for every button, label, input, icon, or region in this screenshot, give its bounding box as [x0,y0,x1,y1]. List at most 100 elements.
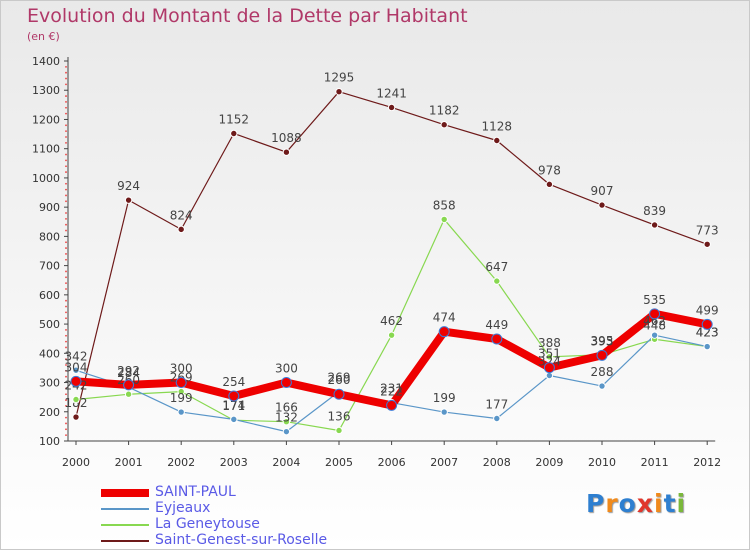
data-label: 288 [591,365,614,379]
data-point [440,408,448,416]
data-label: 222 [380,384,403,398]
data-point [333,388,345,400]
data-label: 1182 [429,104,460,118]
data-label: 300 [170,362,193,376]
x-tick-label: 2012 [693,456,721,469]
y-minor-tick [65,124,67,127]
y-tick-label: 1200 [32,113,60,126]
y-minor-tick [65,141,67,144]
data-point [177,387,185,396]
data-label: 824 [170,208,193,222]
y-minor-tick [65,223,67,226]
x-tick-label: 2000 [62,456,90,469]
legend-swatch [101,508,149,510]
data-point [228,390,240,402]
data-label: 393 [591,334,614,348]
y-minor-tick [65,182,67,185]
y-minor-tick [65,340,67,343]
data-point [438,326,450,338]
x-tick-label: 2007 [430,456,458,469]
data-label: 395 [591,334,614,348]
x-tick-label: 2005 [325,456,353,469]
brand-logo: Proxiti [586,489,687,518]
data-point [703,240,711,248]
y-tick-label: 700 [39,260,60,273]
x-tick-label: 2011 [641,456,669,469]
legend-swatch [101,524,149,526]
y-tick-label: 1000 [32,172,60,185]
y-tick-label: 100 [39,435,60,448]
data-point [123,379,135,391]
data-point [230,415,238,424]
y-minor-tick [65,311,67,314]
y-minor-tick [65,405,67,407]
y-tick-label: 1100 [32,143,60,156]
y-minor-tick [65,346,67,349]
data-point [72,413,80,421]
data-label: 462 [380,314,403,328]
data-label: 924 [117,179,140,193]
data-label: 647 [485,260,508,274]
legend-label: Saint-Genest-sur-Roselle [155,532,328,548]
data-label: 292 [117,364,140,378]
y-minor-tick [65,77,67,80]
y-minor-tick [65,258,67,261]
data-point [124,196,133,204]
y-minor-tick [65,188,67,191]
data-point [72,366,80,374]
y-minor-tick [65,369,67,372]
data-label: 304 [65,360,88,374]
data-label: 388 [538,336,561,350]
x-tick-label: 2004 [272,456,300,469]
y-minor-tick [65,112,67,115]
y-minor-tick [65,428,67,431]
x-tick-label: 2010 [588,456,616,469]
y-tick-label: 200 [39,406,60,419]
data-label: 177 [485,397,508,411]
data-label: 978 [538,163,561,177]
data-point [703,342,711,351]
data-label: 136 [328,409,351,423]
y-minor-tick [65,229,67,232]
y-minor-tick [65,247,67,249]
y-tick-label: 500 [39,318,60,331]
data-point [72,395,80,404]
y-minor-tick [65,130,67,133]
y-minor-tick [65,212,67,214]
x-tick-label: 2001 [115,456,143,469]
data-label: 199 [433,391,456,405]
chart-title: Evolution du Montant de la Dette par Hab… [27,5,468,27]
data-point [596,349,608,361]
y-minor-tick [65,299,67,302]
y-tick-label: 1400 [32,55,60,68]
y-minor-tick [65,200,67,203]
data-label: 907 [591,184,614,198]
y-minor-tick [65,136,67,138]
data-label: 858 [433,198,456,212]
y-minor-tick [65,288,67,290]
data-point [387,103,396,112]
data-point [650,221,659,229]
x-tick-label: 2009 [535,456,563,469]
data-point [440,215,448,224]
data-point [545,371,554,380]
y-tick-label: 800 [39,230,60,243]
data-label: 449 [485,318,508,332]
y-minor-tick [65,276,67,279]
legend-swatch [101,489,149,497]
y-minor-tick [65,95,67,97]
legend-swatch [101,540,149,542]
data-label: 773 [696,223,719,237]
data-point [649,308,661,320]
data-label: 423 [696,326,719,340]
legend-label: SAINT-PAUL [155,484,236,500]
data-point [701,318,713,330]
data-point [70,375,82,387]
legend-label: Eyjeaux [155,500,211,516]
data-label: 231 [380,382,403,396]
data-label: 166 [275,401,298,415]
data-point [543,362,555,374]
y-minor-tick [65,434,67,437]
data-label: 474 [433,311,456,325]
